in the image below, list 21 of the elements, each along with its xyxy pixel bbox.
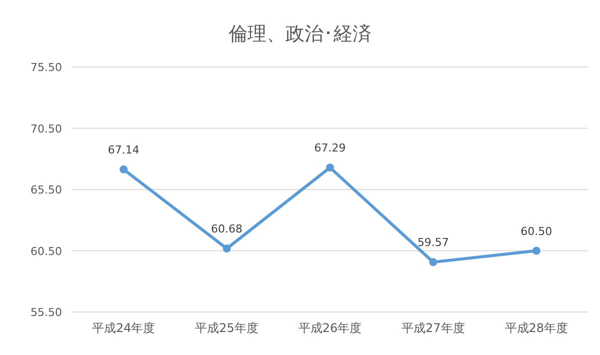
point [120,165,128,174]
y-tick-label: 55.50 [30,306,62,319]
x-tick-label: 平成26年度 [298,321,362,335]
y-tick-label: 75.50 [30,61,62,74]
y-tick-label: 70.50 [30,122,62,136]
x-tick-label: 平成27年度 [402,321,465,335]
y-tick-label: 65.50 [30,184,62,196]
data-label: 67.14 [108,143,140,156]
x-tick-label: 平成28年度 [504,321,568,335]
point [222,244,231,253]
data-label: 60.50 [520,224,552,238]
point [532,246,540,255]
data-label: 60.68 [211,222,243,236]
data-label: 59.57 [417,236,449,250]
chart-title: 倫理、政治･経済 [228,23,372,45]
y-tick-label: 60.50 [30,244,62,258]
point [326,164,334,172]
point [429,258,438,266]
x-tick-label: 平成25年度 [195,321,258,335]
data-label: 67.29 [314,142,346,155]
x-tick-label: 平成24年度 [92,321,156,335]
